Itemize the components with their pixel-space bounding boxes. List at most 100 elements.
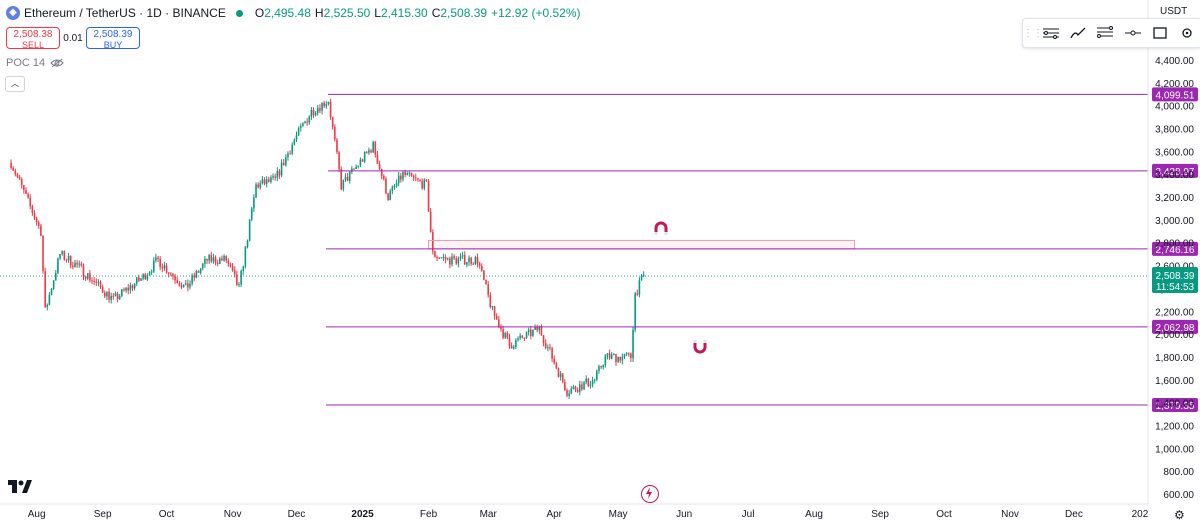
price-tick-label: 4,000.00 (1155, 102, 1194, 113)
candle-body (199, 268, 202, 273)
candle-body (427, 181, 430, 212)
time-tick-label: 2025 (351, 509, 374, 520)
candle-body (99, 281, 102, 288)
candle-body (157, 257, 159, 259)
candle-body (342, 179, 345, 190)
candle-body (544, 342, 547, 348)
candle-body (14, 170, 17, 175)
candle-body (61, 251, 63, 254)
candle-body (383, 176, 385, 179)
candle-body (16, 174, 19, 178)
candle-body (114, 293, 117, 296)
candle-body (355, 166, 357, 169)
candle-body (489, 294, 492, 308)
price-tick-label: 1,600.00 (1155, 376, 1194, 387)
candle-body (310, 109, 313, 117)
candle-body (589, 384, 592, 386)
replay-bolt-icon[interactable] (641, 485, 659, 503)
candle-body (540, 326, 543, 336)
candle-body (506, 332, 509, 338)
candle-body (510, 345, 513, 349)
candle-body (380, 168, 383, 177)
candle-body (44, 271, 46, 308)
candle-body (240, 270, 242, 285)
eye-off-icon[interactable] (50, 58, 64, 68)
settings-icon[interactable] (1174, 19, 1200, 47)
candle-body (216, 262, 219, 264)
candle-body (457, 258, 460, 264)
open-label: O (254, 6, 265, 20)
candle-body (172, 273, 174, 277)
level-label-bg (1152, 319, 1198, 334)
candle-body (29, 197, 32, 207)
time-tick-label: Oct (159, 509, 175, 520)
indicator-name[interactable]: POC 14 (6, 57, 46, 69)
candle-series (0, 98, 1148, 399)
candle-body (493, 306, 496, 316)
candle-body (174, 276, 176, 281)
candle-body (608, 353, 611, 359)
candle-body (508, 337, 511, 346)
price-tick-label: 4,400.00 (1155, 56, 1194, 67)
candle-body (103, 292, 106, 297)
candle-body (434, 251, 436, 257)
candle-body (606, 353, 609, 356)
candle-body (527, 329, 530, 333)
candle-body (336, 139, 338, 153)
tradingview-logo[interactable] (8, 480, 32, 494)
candle-body (500, 327, 502, 330)
candle-body (436, 256, 438, 258)
drawing-toolbar-grip-icon[interactable]: ⋮⋮ (1023, 27, 1043, 39)
fib-tool-icon[interactable] (1092, 19, 1119, 47)
close-value: 2,508.39 (440, 6, 488, 20)
candle-body (112, 295, 115, 297)
candle-body (632, 329, 634, 359)
candle-body (306, 121, 308, 123)
rectangle-tool-icon[interactable] (1146, 19, 1173, 47)
pitchfork-tool-icon[interactable] (1037, 19, 1064, 47)
brush-tool-icon[interactable] (1064, 19, 1091, 47)
candle-body (106, 291, 108, 297)
candle-body (442, 256, 445, 258)
candle-body (276, 170, 279, 178)
candle-body (40, 225, 42, 236)
price-tick-label: 2,800.00 (1155, 239, 1194, 250)
candle-body (351, 168, 353, 172)
candle-body (348, 171, 351, 181)
candle-body (69, 255, 72, 266)
currency-label[interactable]: USDT (1160, 6, 1188, 17)
candle-body (404, 171, 406, 175)
buy-button[interactable]: 2,508.39 BUY (86, 27, 140, 50)
candle-body (91, 280, 93, 282)
candle-body (542, 335, 545, 343)
candle-body (414, 177, 417, 179)
candle-body (321, 102, 323, 111)
candle-body (485, 279, 487, 285)
candle-body (101, 287, 104, 293)
candle-body (31, 206, 34, 214)
candle-body (142, 274, 144, 279)
candle-body (549, 347, 551, 349)
candle-body (214, 257, 217, 263)
buy-price: 2,508.39 (93, 29, 133, 40)
candle-body (498, 319, 500, 328)
horizontal-line-icon[interactable] (1119, 19, 1146, 47)
ethereum-logo: ◆ (6, 6, 20, 20)
collapse-chevron-icon[interactable]: ︿ (5, 76, 25, 92)
candle-body (184, 283, 187, 285)
candle-body (504, 332, 507, 338)
candle-body (636, 293, 639, 295)
candle-body (133, 283, 136, 289)
price-tick-label: 1,800.00 (1155, 353, 1194, 364)
candle-body (221, 258, 223, 261)
candle-body (532, 329, 534, 336)
candle-body (12, 167, 14, 171)
gear-icon[interactable]: ⚙ (1174, 508, 1185, 522)
price-tick-label: 2,200.00 (1155, 307, 1194, 318)
symbol-title[interactable]: Ethereum / TetherUS · 1D · BINANCE (24, 6, 226, 20)
sell-button[interactable]: 2,508.38 SELL (6, 27, 60, 50)
candle-body (574, 386, 577, 390)
candle-body (163, 265, 166, 269)
candle-body (195, 271, 198, 278)
